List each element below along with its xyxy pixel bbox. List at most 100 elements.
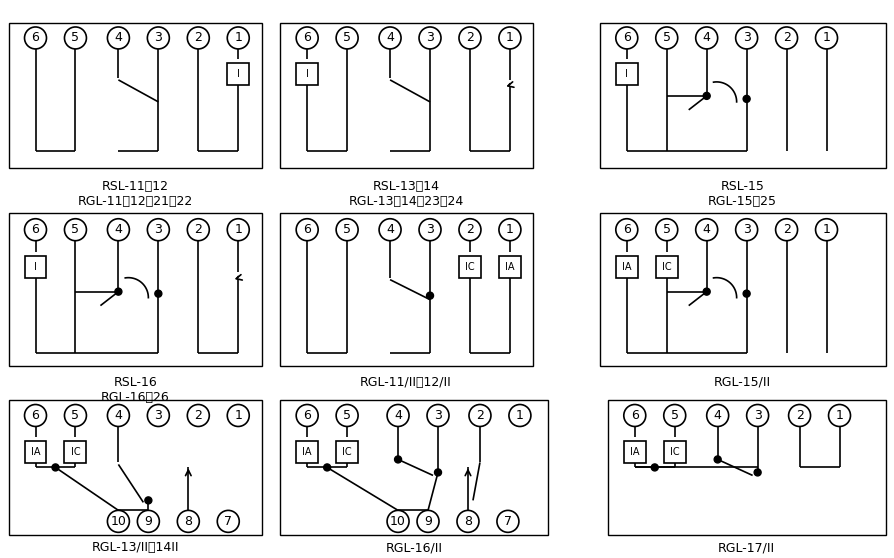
Bar	[24, 441, 46, 464]
Text: 8: 8	[184, 515, 192, 528]
Text: 5: 5	[72, 223, 80, 236]
Text: 1: 1	[516, 409, 523, 422]
Text: 10: 10	[390, 515, 406, 528]
Text: IA: IA	[621, 262, 631, 272]
Bar	[655, 256, 677, 278]
Text: 1: 1	[234, 223, 242, 236]
Text: 5: 5	[670, 409, 678, 422]
Text: 3: 3	[426, 223, 434, 236]
Text: I: I	[306, 69, 308, 79]
Text: 1: 1	[505, 31, 513, 45]
Text: 5: 5	[342, 31, 350, 45]
Bar	[623, 441, 645, 464]
Text: RSL-11、12: RSL-11、12	[102, 180, 169, 193]
Circle shape	[742, 95, 749, 102]
Text: 4: 4	[114, 31, 122, 45]
Bar	[615, 256, 637, 278]
Circle shape	[145, 497, 152, 504]
Text: 2: 2	[194, 31, 202, 45]
Bar	[663, 441, 685, 464]
Circle shape	[114, 288, 122, 295]
Text: 2: 2	[466, 31, 474, 45]
Bar	[607, 400, 885, 535]
Text: 3: 3	[742, 31, 750, 45]
Text: 5: 5	[72, 409, 80, 422]
Bar	[9, 23, 262, 168]
Circle shape	[394, 456, 401, 463]
Bar	[615, 63, 637, 85]
Text: IC: IC	[662, 262, 670, 272]
Text: 9: 9	[424, 515, 432, 528]
Text: 2: 2	[781, 223, 789, 236]
Bar	[498, 256, 520, 278]
Circle shape	[434, 469, 441, 476]
Circle shape	[155, 290, 162, 297]
Bar	[9, 400, 262, 535]
Circle shape	[651, 464, 657, 471]
Text: 7: 7	[224, 515, 232, 528]
Text: IA: IA	[504, 262, 514, 272]
Text: RGL-15、25: RGL-15、25	[707, 195, 776, 208]
Text: 4: 4	[385, 223, 393, 236]
Bar	[459, 256, 480, 278]
Text: RGL-13/II、14II: RGL-13/II、14II	[91, 541, 179, 554]
Text: 6: 6	[303, 409, 311, 422]
Text: 4: 4	[702, 223, 710, 236]
Circle shape	[713, 456, 721, 463]
Circle shape	[703, 93, 709, 99]
Text: 6: 6	[303, 223, 311, 236]
Text: 4: 4	[385, 31, 393, 45]
Text: 4: 4	[713, 409, 721, 422]
Text: 3: 3	[155, 223, 162, 236]
Bar	[280, 213, 532, 365]
Text: IC: IC	[670, 448, 679, 458]
Circle shape	[742, 290, 749, 297]
Text: 5: 5	[342, 223, 350, 236]
Text: IA: IA	[302, 448, 312, 458]
Text: 1: 1	[505, 223, 513, 236]
Bar	[599, 213, 885, 365]
Text: RGL-17/II: RGL-17/II	[717, 541, 774, 554]
Text: 1: 1	[234, 31, 242, 45]
Text: 5: 5	[662, 223, 670, 236]
Bar	[9, 213, 262, 365]
Text: 3: 3	[434, 409, 442, 422]
Text: 1: 1	[822, 31, 830, 45]
Text: RGL-16、26: RGL-16、26	[101, 391, 170, 403]
Text: RSL-15: RSL-15	[720, 180, 763, 193]
Text: 4: 4	[114, 223, 122, 236]
Text: 3: 3	[753, 409, 761, 422]
Text: IC: IC	[71, 448, 80, 458]
Text: RGL-15/II: RGL-15/II	[713, 376, 771, 388]
Text: 6: 6	[31, 223, 39, 236]
Text: 6: 6	[31, 409, 39, 422]
Text: 3: 3	[742, 223, 750, 236]
Text: 3: 3	[155, 409, 162, 422]
Text: RGL-16/II: RGL-16/II	[385, 541, 442, 554]
Bar	[599, 23, 885, 168]
Text: 2: 2	[795, 409, 803, 422]
Text: I: I	[625, 69, 628, 79]
Text: IA: IA	[629, 448, 639, 458]
Text: 9: 9	[144, 515, 152, 528]
Circle shape	[426, 292, 433, 299]
Bar	[296, 441, 317, 464]
Text: IA: IA	[30, 448, 40, 458]
Text: I: I	[34, 262, 37, 272]
Bar	[24, 256, 46, 278]
Text: 3: 3	[426, 31, 434, 45]
Text: 5: 5	[72, 31, 80, 45]
Text: RSL-16: RSL-16	[114, 376, 157, 388]
Text: 1: 1	[835, 409, 842, 422]
Bar	[280, 400, 547, 535]
Bar	[336, 441, 358, 464]
Text: 2: 2	[781, 31, 789, 45]
Text: 7: 7	[503, 515, 511, 528]
Text: RGL-11、12、21、22: RGL-11、12、21、22	[78, 195, 193, 208]
Text: 5: 5	[342, 409, 350, 422]
Text: 10: 10	[110, 515, 126, 528]
Circle shape	[324, 464, 330, 471]
Text: RGL-11/II、12/II: RGL-11/II、12/II	[359, 376, 451, 388]
Text: 6: 6	[630, 409, 638, 422]
Text: 6: 6	[303, 31, 311, 45]
